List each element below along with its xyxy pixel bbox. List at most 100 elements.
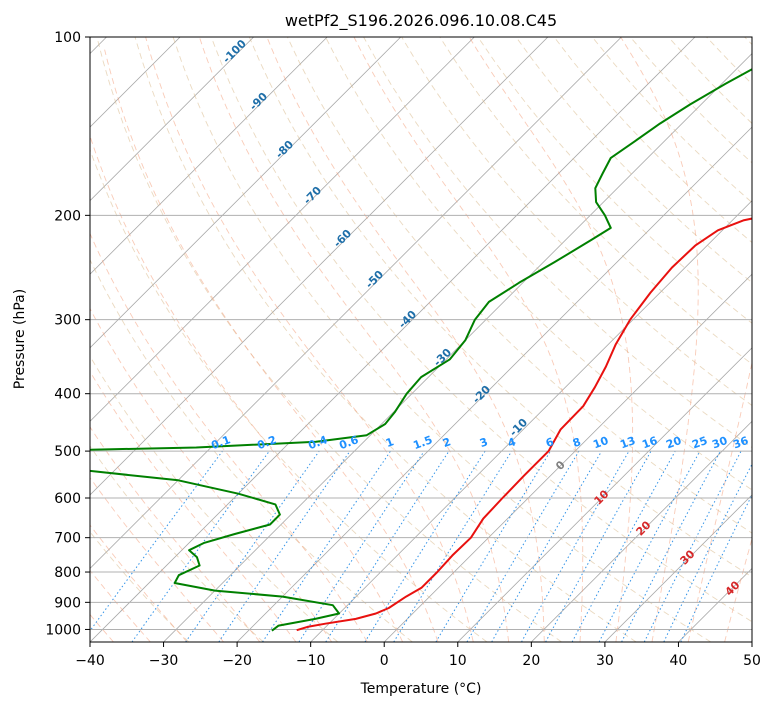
moist-adiabat (90, 307, 333, 642)
x-tick-label: −40 (75, 653, 105, 669)
isotherm-line (90, 37, 549, 496)
mixing-ratio-line (185, 450, 320, 642)
isotherm-line (90, 37, 328, 275)
dry-adiabat (248, 37, 752, 578)
y-axis-label: Pressure (hPa) (12, 289, 28, 389)
pressure-gridlines (90, 37, 752, 630)
mixing-ratio-label: 4 (506, 435, 518, 450)
y-tick-label: 300 (54, 313, 81, 329)
series-dewpoint_upper (90, 68, 752, 451)
y-tick-label: 800 (54, 565, 81, 581)
x-tick-label: 20 (522, 653, 540, 669)
y-axis: 100 200 300 400 500 600 700 800 900 1000 (45, 30, 90, 638)
isotherm-line (90, 37, 475, 422)
isotherm-line (236, 126, 752, 642)
isotherm-line (90, 37, 254, 202)
mixing-ratio-label: 6 (544, 435, 556, 450)
isotherm-line (457, 347, 752, 642)
dry-adiabat (90, 445, 264, 642)
dry-adiabat (134, 37, 637, 642)
moist-adiabat (145, 37, 474, 642)
mixing-ratio-line (571, 450, 676, 642)
isotherm-line (90, 37, 622, 570)
y-tick-label: 1000 (45, 622, 81, 638)
dry-adiabat (172, 37, 712, 642)
moist-adiabat (90, 569, 151, 642)
isotherm-line (383, 273, 752, 642)
y-tick-label: 400 (54, 387, 81, 403)
x-tick-label: 10 (449, 653, 467, 669)
moist-adiabat (90, 426, 261, 642)
mixing-ratio-label: 2 (441, 435, 453, 450)
series-layer (90, 68, 752, 632)
mixing-ratio-label: 0.1 (209, 433, 232, 452)
moist-adiabat (724, 537, 752, 642)
mixing-ratio-label: 30 (710, 434, 729, 452)
dry-adiabat (210, 37, 752, 623)
mixing-ratio-label: 3 (478, 435, 490, 450)
dry-adiabat (90, 258, 413, 642)
plot-frame (89, 36, 753, 643)
mixing-ratio-label: 13 (618, 434, 637, 451)
y-tick-label: 700 (54, 531, 81, 547)
moist-adiabat (90, 134, 404, 642)
moist-adiabat (468, 37, 634, 642)
y-tick-label: 500 (54, 444, 81, 460)
moist-adiabat (687, 360, 752, 642)
x-tick-label: −10 (296, 653, 326, 669)
y-tick-label: 200 (54, 208, 81, 224)
x-axis: −40 −30 −20 −10 0 10 20 30 40 50 (75, 642, 761, 669)
y-tick-label: 600 (54, 491, 81, 507)
dry-adiabat (90, 355, 339, 642)
isotherm-line (531, 420, 752, 642)
mixing-ratio-label: 20 (664, 434, 683, 452)
moist-adiabat (353, 37, 584, 642)
reference-lines (90, 37, 752, 642)
mixing-ratio-label: 16 (640, 434, 659, 452)
mixing-ratio-line (131, 450, 270, 642)
moist-adiabat (90, 370, 297, 642)
moist-adiabat (620, 37, 699, 642)
chart-title: wetPf2_S196.2026.096.10.08.C45 (285, 11, 557, 31)
moist-adiabat (90, 476, 224, 642)
mixing-ratio-line (90, 450, 223, 632)
mixing-ratio-line (521, 450, 630, 642)
isotherm-line (90, 37, 402, 349)
y-tick-label: 100 (54, 30, 81, 46)
mixing-ratio-line (545, 450, 652, 642)
moist-adiabat (266, 37, 545, 642)
mixing-ratio-label: 1.5 (411, 433, 434, 452)
mixing-ratio-line (325, 450, 450, 642)
mixing-ratio-label: 25 (690, 434, 709, 451)
x-tick-label: 0 (380, 653, 389, 669)
x-tick-label: 50 (743, 653, 761, 669)
x-axis-label: Temperature (°C) (360, 681, 482, 697)
moist-adiabat (90, 524, 188, 642)
isotherm-line (604, 494, 752, 642)
mixing-ratio-line (663, 463, 752, 642)
mixing-ratio-line (393, 450, 513, 642)
x-tick-label: 30 (596, 653, 614, 669)
mixing-ratio-line (218, 450, 351, 642)
mixing-ratio-label: 1 (384, 435, 396, 450)
x-tick-label: −20 (222, 653, 252, 669)
isotherm-line (90, 37, 696, 642)
series-temperature (296, 217, 752, 632)
x-tick-label: −30 (149, 653, 179, 669)
mixing-ratio-label: 0.2 (255, 433, 278, 452)
mixing-ratio-label: 0.4 (306, 433, 329, 452)
mixing-ratio-line (643, 450, 742, 642)
moist-adiabat (198, 37, 510, 642)
mixing-ratio-label: 8 (571, 435, 583, 450)
dry-adiabat (286, 37, 752, 534)
dry-adiabat (325, 37, 752, 491)
mixing-ratio-line (262, 450, 391, 642)
y-tick-label: 900 (54, 595, 81, 611)
mixing-ratio-label: 0.6 (337, 433, 360, 452)
mixing-ratio-label: 10 (591, 434, 610, 452)
series-dewpoint (90, 469, 341, 632)
x-tick-label: 40 (670, 653, 688, 669)
mixing-ratio-label: 36 (731, 434, 750, 452)
moist-adiabat (90, 232, 368, 642)
